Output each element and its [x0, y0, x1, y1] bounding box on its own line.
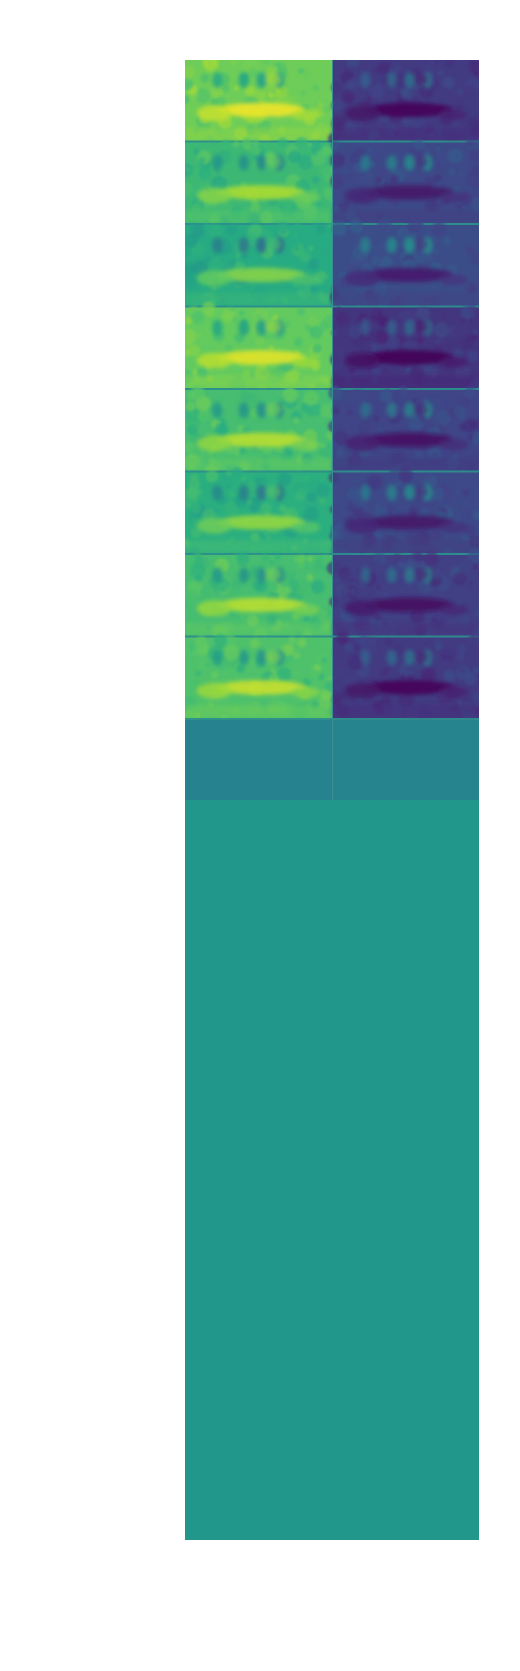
panel-grid	[185, 60, 479, 800]
heatmap-panel-r6-c2	[328, 468, 479, 559]
heatmap-panel-r2-c1	[185, 137, 339, 229]
heatmap-panel-r8-c1	[185, 633, 337, 723]
panel-separator	[333, 553, 479, 555]
heatmap-panel-r5-c2	[327, 385, 479, 474]
panel-separator	[333, 635, 479, 638]
panel-separator	[185, 553, 332, 555]
panel-separator	[185, 305, 332, 308]
heatmap-panel-r4-c1	[185, 301, 336, 393]
column-divider	[332, 60, 333, 800]
heatmap-panel-r7-c2	[326, 547, 479, 643]
heatmap-panel-r3-c2	[329, 217, 479, 312]
heatmap-panel-r3-c1	[185, 221, 337, 312]
panel-separator	[333, 223, 479, 225]
panel-separator	[333, 140, 479, 143]
panel-separator	[185, 388, 332, 390]
panel-separator	[185, 223, 332, 225]
heatmap-panel-r5-c1	[185, 385, 336, 476]
heatmap-panel-r1-c1	[185, 60, 332, 146]
blank-band-c1	[185, 720, 332, 800]
panel-separator	[185, 718, 332, 720]
panel-separator	[185, 140, 332, 143]
panel-separator	[185, 635, 332, 638]
heatmap-panel-r8-c2	[332, 630, 479, 725]
panel-separator	[333, 305, 479, 308]
panel-separator	[333, 718, 479, 720]
panel-separator	[185, 470, 332, 473]
heatmap-panel-r1-c2	[327, 60, 479, 146]
heatmap-panel-r4-c2	[330, 304, 479, 393]
heatmap-panel-r6-c1	[185, 467, 336, 559]
heatmap-panel-r7-c1	[185, 551, 336, 642]
blank-band-c2	[333, 720, 479, 800]
heatmap-panel-r2-c2	[330, 138, 479, 225]
